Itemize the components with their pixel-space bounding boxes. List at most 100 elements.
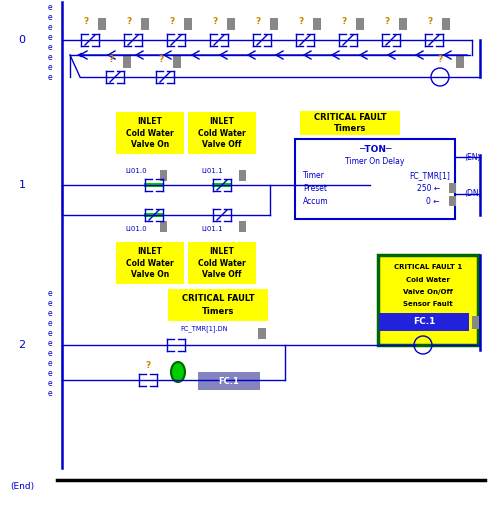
Text: e: e: [48, 34, 52, 42]
Text: Cold Water: Cold Water: [126, 128, 174, 137]
Text: ?: ?: [427, 17, 433, 25]
Text: ⟨DN⟩: ⟨DN⟩: [464, 189, 482, 198]
Bar: [123, 56, 131, 68]
Text: e: e: [48, 288, 52, 298]
Text: FC.1: FC.1: [413, 317, 435, 327]
Bar: [456, 56, 464, 68]
Text: e: e: [48, 338, 52, 347]
Text: ?: ?: [385, 17, 389, 25]
Text: Valve On/Off: Valve On/Off: [403, 289, 453, 295]
Text: ?: ?: [170, 17, 175, 25]
Bar: [198, 372, 260, 390]
Bar: [356, 18, 364, 30]
Text: ?: ?: [298, 17, 304, 25]
Text: ?: ?: [212, 17, 217, 25]
Text: Valve On: Valve On: [131, 270, 169, 279]
Text: INLET: INLET: [210, 117, 235, 125]
Text: 0 ←: 0 ←: [426, 197, 440, 206]
Text: Preset: Preset: [303, 184, 327, 193]
Bar: [449, 196, 456, 206]
Text: INLET: INLET: [138, 247, 162, 255]
Text: Timer On Delay: Timer On Delay: [345, 157, 405, 166]
Bar: [144, 183, 164, 187]
Bar: [442, 18, 450, 30]
Text: FC_TMR[1]: FC_TMR[1]: [409, 171, 450, 180]
Text: Cold Water: Cold Water: [198, 128, 246, 137]
Text: e: e: [48, 348, 52, 358]
Bar: [188, 112, 256, 154]
Bar: [227, 18, 235, 30]
Text: e: e: [48, 24, 52, 33]
Text: Timers: Timers: [334, 124, 366, 133]
Text: FC.1: FC.1: [218, 377, 240, 385]
Text: LI01.1: LI01.1: [201, 168, 223, 174]
Bar: [239, 169, 246, 181]
Text: Valve On: Valve On: [131, 140, 169, 150]
Text: e: e: [48, 309, 52, 317]
Bar: [116, 112, 184, 154]
Text: ?: ?: [341, 17, 347, 25]
Text: CRITICAL FAULT: CRITICAL FAULT: [314, 114, 387, 122]
Bar: [313, 18, 321, 30]
Bar: [168, 289, 268, 321]
Text: ?: ?: [158, 55, 164, 63]
Bar: [471, 315, 479, 329]
Text: LI01.1: LI01.1: [201, 226, 223, 232]
Text: Timers: Timers: [202, 308, 234, 316]
Bar: [300, 111, 400, 135]
Text: e: e: [48, 368, 52, 378]
Text: ?: ?: [126, 17, 132, 25]
Text: e: e: [48, 43, 52, 53]
Text: e: e: [48, 318, 52, 328]
Text: 0: 0: [19, 35, 26, 45]
Text: 1: 1: [19, 180, 26, 190]
Text: e: e: [48, 329, 52, 337]
Text: ?: ?: [437, 55, 443, 63]
Ellipse shape: [171, 362, 185, 382]
Bar: [378, 255, 478, 345]
Text: LI01.0: LI01.0: [125, 226, 147, 232]
Bar: [184, 18, 192, 30]
Text: (End): (End): [10, 482, 34, 492]
Text: ?: ?: [255, 17, 261, 25]
Text: FC_TMR[1].DN: FC_TMR[1].DN: [180, 326, 228, 332]
Text: INLET: INLET: [210, 247, 235, 255]
Bar: [258, 328, 266, 338]
Text: Cold Water: Cold Water: [126, 259, 174, 267]
Text: Valve Off: Valve Off: [202, 140, 242, 150]
Text: Valve Off: Valve Off: [202, 270, 242, 279]
Text: ?: ?: [83, 17, 89, 25]
Text: ─TON─: ─TON─: [359, 145, 391, 154]
Bar: [160, 220, 167, 232]
Text: e: e: [48, 73, 52, 83]
Text: INLET: INLET: [138, 117, 162, 125]
Text: 250 ←: 250 ←: [417, 184, 440, 193]
Bar: [188, 242, 256, 284]
Text: ⟨EN⟩: ⟨EN⟩: [465, 153, 481, 162]
Bar: [295, 139, 455, 219]
Text: CRITICAL FAULT: CRITICAL FAULT: [182, 294, 254, 303]
Text: CRITICAL FAULT 1: CRITICAL FAULT 1: [394, 264, 462, 270]
Text: ?: ?: [108, 55, 113, 63]
Text: e: e: [48, 379, 52, 388]
Bar: [141, 18, 149, 30]
Text: e: e: [48, 54, 52, 62]
Bar: [160, 169, 167, 181]
Bar: [212, 183, 232, 187]
Bar: [98, 18, 106, 30]
Bar: [116, 242, 184, 284]
Text: Timer: Timer: [303, 171, 325, 180]
Text: ?: ?: [145, 362, 151, 370]
Bar: [173, 56, 181, 68]
Bar: [449, 183, 456, 193]
Text: Accum: Accum: [303, 197, 329, 206]
Text: Cold Water: Cold Water: [198, 259, 246, 267]
Text: Cold Water: Cold Water: [406, 277, 450, 283]
Bar: [270, 18, 278, 30]
Text: e: e: [48, 63, 52, 73]
Text: 2: 2: [18, 340, 26, 350]
Text: Sensor Fault: Sensor Fault: [403, 301, 453, 307]
Bar: [399, 18, 407, 30]
Text: e: e: [48, 4, 52, 12]
Text: e: e: [48, 359, 52, 367]
